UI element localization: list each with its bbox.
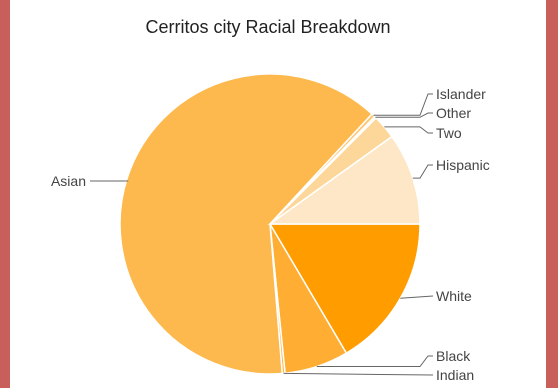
leader-line-indian (283, 372, 434, 376)
pie-label-other: Other (436, 105, 471, 121)
pie-label-indian: Indian (436, 367, 474, 383)
pie-label-two: Two (436, 125, 462, 141)
leader-line-black (316, 355, 433, 367)
leader-line-islander (373, 93, 433, 116)
pie-slice-white (268, 223, 421, 355)
pie-leader-lines (90, 93, 434, 376)
pie-labels: White Black Indian Asian Islander Other Two His… (51, 86, 490, 383)
leader-line-two (384, 126, 433, 134)
pie-slice-asian (119, 73, 374, 375)
chart-panel: Cerritos city Racial Breakdown White Blac… (10, 0, 546, 388)
pie-label-hispanic: Hispanic (436, 157, 490, 173)
leader-line-other (375, 112, 433, 118)
pie-label-islander: Islander (436, 86, 486, 102)
leader-line-hispanic (412, 164, 433, 179)
pie-chart: Cerritos city Racial Breakdown White Blac… (51, 17, 490, 383)
pie-slices (119, 73, 421, 375)
pie-label-white: White (436, 288, 472, 304)
leader-line-white (400, 295, 434, 299)
chart-title: Cerritos city Racial Breakdown (145, 17, 390, 37)
pie-label-asian: Asian (51, 173, 86, 189)
pie-label-black: Black (436, 348, 471, 364)
